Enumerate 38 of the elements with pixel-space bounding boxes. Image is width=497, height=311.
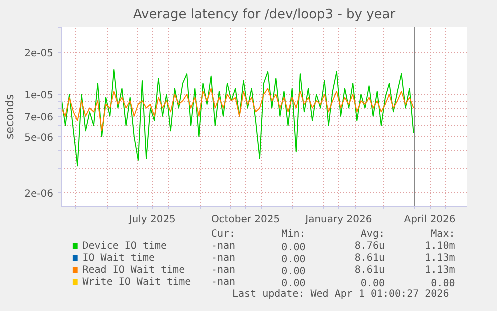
text: 0.00 <box>431 278 456 290</box>
text: 8.61u <box>354 253 385 264</box>
text: 8.76u <box>354 241 385 252</box>
text: Avg: <box>360 229 386 240</box>
text: 0.00 <box>282 266 306 278</box>
y-tick-label: 2e-06 <box>24 188 54 200</box>
text: -nan <box>211 277 236 288</box>
text: 1.13m <box>425 265 456 276</box>
line-series <box>62 88 414 132</box>
x-tick-label: April 2026 <box>404 214 456 226</box>
text: 0.00 <box>282 242 306 254</box>
text: 1.13m <box>425 253 456 264</box>
text: -nan <box>211 265 236 276</box>
chart-title: Average latency for /dev/loop3 - by year <box>133 8 396 22</box>
text: Min: <box>282 229 306 240</box>
y-tick-label: 1e-05 <box>24 90 54 102</box>
x-tick-label: January 2026 <box>304 214 372 226</box>
y-tick-label: 5e-06 <box>24 132 54 144</box>
text: 0.00 <box>360 278 386 290</box>
y-tick-label: 7e-06 <box>24 112 54 124</box>
x-tick-label: October 2025 <box>211 214 280 226</box>
text: -nan <box>211 241 236 252</box>
text: 0.00 <box>282 254 306 266</box>
legend-label: Read IO Wait time <box>82 265 186 276</box>
text: 8.61u <box>354 265 385 276</box>
text: 1.10m <box>425 241 456 252</box>
line-series <box>62 69 414 167</box>
legend-label: Device IO time <box>82 241 168 252</box>
y-tick-label: 2e-05 <box>24 48 54 60</box>
text: Max: <box>431 229 456 240</box>
legend-label: IO Wait time <box>82 253 155 264</box>
x-tick-label: July 2025 <box>128 214 176 226</box>
legend-label: Write IO Wait time <box>82 277 192 288</box>
text: Cur: <box>211 229 236 240</box>
y-axis-title: seconds <box>4 94 17 140</box>
text: 0.00 <box>282 278 306 290</box>
text: -nan <box>211 253 236 264</box>
text: Last update: Wed Apr 1 01:00:27 2026 <box>232 289 450 300</box>
